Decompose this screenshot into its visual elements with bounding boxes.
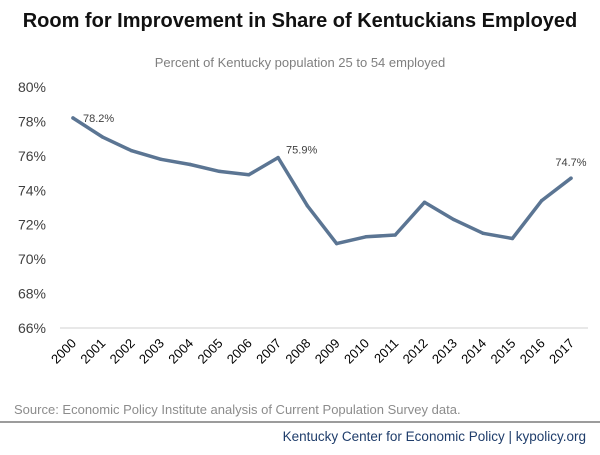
data-point <box>422 200 427 205</box>
y-tick-label: 72% <box>18 217 46 233</box>
series-line-employment <box>71 116 573 246</box>
data-point <box>452 217 456 222</box>
x-tick-label: 2000 <box>48 336 79 367</box>
data-label: 74.7% <box>555 157 586 169</box>
x-tick-label: 2015 <box>487 336 518 367</box>
data-point <box>364 235 368 239</box>
data-point <box>71 116 75 120</box>
y-tick-label: 74% <box>18 182 46 198</box>
x-tick-label: 2002 <box>107 336 138 367</box>
data-point <box>481 231 485 236</box>
data-point <box>305 204 310 208</box>
chart-subtitle: Percent of Kentucky population 25 to 54 … <box>154 55 446 70</box>
footer-credit: Kentucky Center for Economic Policy | ky… <box>282 429 586 444</box>
data-point <box>510 236 515 241</box>
x-tick-label: 2008 <box>282 336 313 367</box>
data-point <box>100 135 104 139</box>
y-tick-label: 68% <box>18 286 46 302</box>
data-point <box>276 155 280 160</box>
x-tick-label: 2011 <box>371 336 401 366</box>
x-tick-label: 2009 <box>312 336 343 367</box>
data-label: 75.9% <box>286 145 317 157</box>
data-point <box>393 233 397 237</box>
data-point <box>334 241 339 246</box>
y-tick-label: 78% <box>18 113 46 129</box>
x-tick-label: 2012 <box>400 336 431 367</box>
data-point <box>159 157 163 161</box>
x-tick-label: 2016 <box>517 336 548 367</box>
data-point <box>569 176 573 180</box>
x-tick-label: 2013 <box>429 336 460 367</box>
y-tick-label: 80% <box>18 79 46 95</box>
x-tick-label: 2007 <box>253 336 284 367</box>
x-tick-label: 2005 <box>195 336 226 367</box>
x-tick-label: 2006 <box>224 336 255 367</box>
y-tick-label: 70% <box>18 251 46 267</box>
footer-divider <box>0 421 600 423</box>
data-point <box>129 148 134 153</box>
x-tick-label: 2010 <box>341 336 372 367</box>
line-chart: 66%68%70%72%74%76%78%80% 200020012002200… <box>18 79 588 367</box>
x-tick-label: 2003 <box>136 336 167 367</box>
source-note: Source: Economic Policy Institute analys… <box>14 402 461 417</box>
data-point <box>540 198 544 203</box>
x-tick-label: 2004 <box>165 336 196 367</box>
data-point <box>217 169 222 174</box>
data-label: 78.2% <box>83 113 114 125</box>
x-tick-label: 2017 <box>546 336 577 367</box>
x-tick-label: 2001 <box>77 336 108 367</box>
chart-title: Room for Improvement in Share of Kentuck… <box>22 10 578 32</box>
y-tick-label: 66% <box>18 320 46 336</box>
data-point <box>247 173 251 177</box>
y-tick-label: 76% <box>18 148 46 164</box>
x-tick-label: 2014 <box>458 336 489 367</box>
data-point <box>188 162 192 167</box>
